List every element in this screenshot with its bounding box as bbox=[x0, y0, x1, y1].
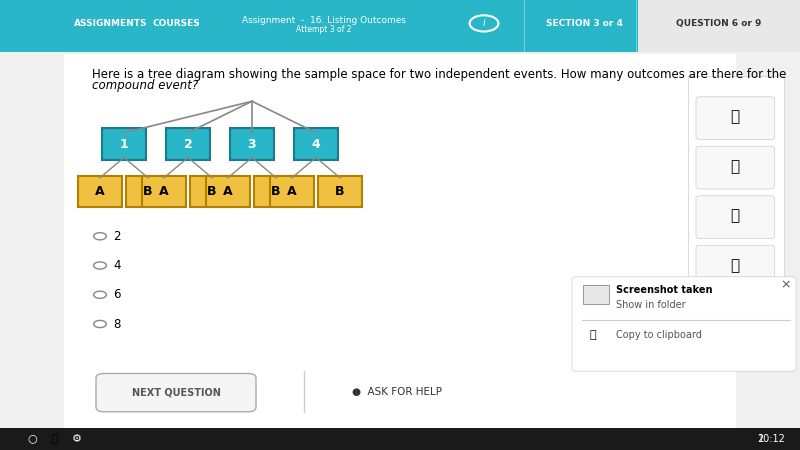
Text: ⚙: ⚙ bbox=[72, 434, 82, 444]
FancyBboxPatch shape bbox=[572, 277, 796, 371]
Text: 2: 2 bbox=[184, 138, 192, 150]
Text: B: B bbox=[207, 185, 217, 198]
Text: Here is a tree diagram showing the sample space for two independent events. How : Here is a tree diagram showing the sampl… bbox=[92, 68, 786, 81]
FancyBboxPatch shape bbox=[696, 97, 774, 140]
Text: 1: 1 bbox=[120, 138, 128, 150]
Text: A: A bbox=[159, 185, 169, 198]
Text: compound event?: compound event? bbox=[92, 79, 198, 92]
Text: Attempt 3 of 2: Attempt 3 of 2 bbox=[296, 25, 352, 34]
Text: 4: 4 bbox=[114, 259, 121, 272]
Text: Screenshot taken: Screenshot taken bbox=[616, 285, 713, 295]
FancyBboxPatch shape bbox=[696, 196, 774, 238]
FancyBboxPatch shape bbox=[270, 176, 314, 207]
FancyBboxPatch shape bbox=[0, 428, 800, 450]
FancyBboxPatch shape bbox=[638, 0, 800, 52]
FancyBboxPatch shape bbox=[126, 176, 170, 207]
Text: 🎤: 🎤 bbox=[730, 258, 740, 273]
Text: A: A bbox=[287, 185, 297, 198]
FancyBboxPatch shape bbox=[696, 245, 774, 288]
Text: 2: 2 bbox=[757, 434, 763, 444]
Text: COURSES: COURSES bbox=[152, 19, 200, 28]
Text: 🌐: 🌐 bbox=[730, 159, 740, 174]
Text: NEXT QUESTION: NEXT QUESTION bbox=[131, 387, 221, 397]
Text: 3: 3 bbox=[248, 138, 256, 150]
Text: ASSIGNMENTS: ASSIGNMENTS bbox=[74, 19, 147, 28]
FancyBboxPatch shape bbox=[96, 374, 256, 412]
FancyBboxPatch shape bbox=[294, 128, 338, 160]
Text: Show in folder: Show in folder bbox=[616, 300, 686, 310]
Text: QUESTION 6 or 9: QUESTION 6 or 9 bbox=[676, 19, 761, 28]
Text: 4: 4 bbox=[312, 138, 320, 150]
Text: ●  ASK FOR HELP: ● ASK FOR HELP bbox=[352, 387, 442, 397]
Text: 10:12: 10:12 bbox=[758, 434, 786, 444]
FancyBboxPatch shape bbox=[688, 76, 784, 279]
Text: 2: 2 bbox=[114, 230, 121, 243]
Text: ○: ○ bbox=[27, 434, 37, 444]
FancyBboxPatch shape bbox=[206, 176, 250, 207]
FancyBboxPatch shape bbox=[190, 176, 234, 207]
FancyBboxPatch shape bbox=[102, 128, 146, 160]
FancyBboxPatch shape bbox=[254, 176, 298, 207]
FancyBboxPatch shape bbox=[0, 0, 800, 52]
Text: 📋: 📋 bbox=[590, 330, 596, 340]
FancyBboxPatch shape bbox=[142, 176, 186, 207]
Text: 6: 6 bbox=[114, 288, 121, 301]
Text: A: A bbox=[95, 185, 105, 198]
Text: Assignment  -  16. Listing Outcomes: Assignment - 16. Listing Outcomes bbox=[242, 16, 406, 25]
FancyBboxPatch shape bbox=[78, 176, 122, 207]
Text: 🖨: 🖨 bbox=[730, 109, 740, 125]
Text: Copy to clipboard: Copy to clipboard bbox=[616, 330, 702, 340]
FancyBboxPatch shape bbox=[230, 128, 274, 160]
Text: 8: 8 bbox=[114, 318, 121, 330]
Text: B: B bbox=[143, 185, 153, 198]
FancyBboxPatch shape bbox=[318, 176, 362, 207]
FancyBboxPatch shape bbox=[166, 128, 210, 160]
Text: 📷: 📷 bbox=[730, 208, 740, 224]
Text: ×: × bbox=[780, 279, 791, 291]
Text: 🔴: 🔴 bbox=[51, 434, 58, 444]
FancyBboxPatch shape bbox=[583, 285, 609, 304]
Text: A: A bbox=[223, 185, 233, 198]
Text: B: B bbox=[271, 185, 281, 198]
FancyBboxPatch shape bbox=[696, 146, 774, 189]
Text: B: B bbox=[335, 185, 345, 198]
Text: SECTION 3 or 4: SECTION 3 or 4 bbox=[546, 19, 622, 28]
Text: i: i bbox=[482, 18, 486, 28]
FancyBboxPatch shape bbox=[64, 54, 736, 428]
